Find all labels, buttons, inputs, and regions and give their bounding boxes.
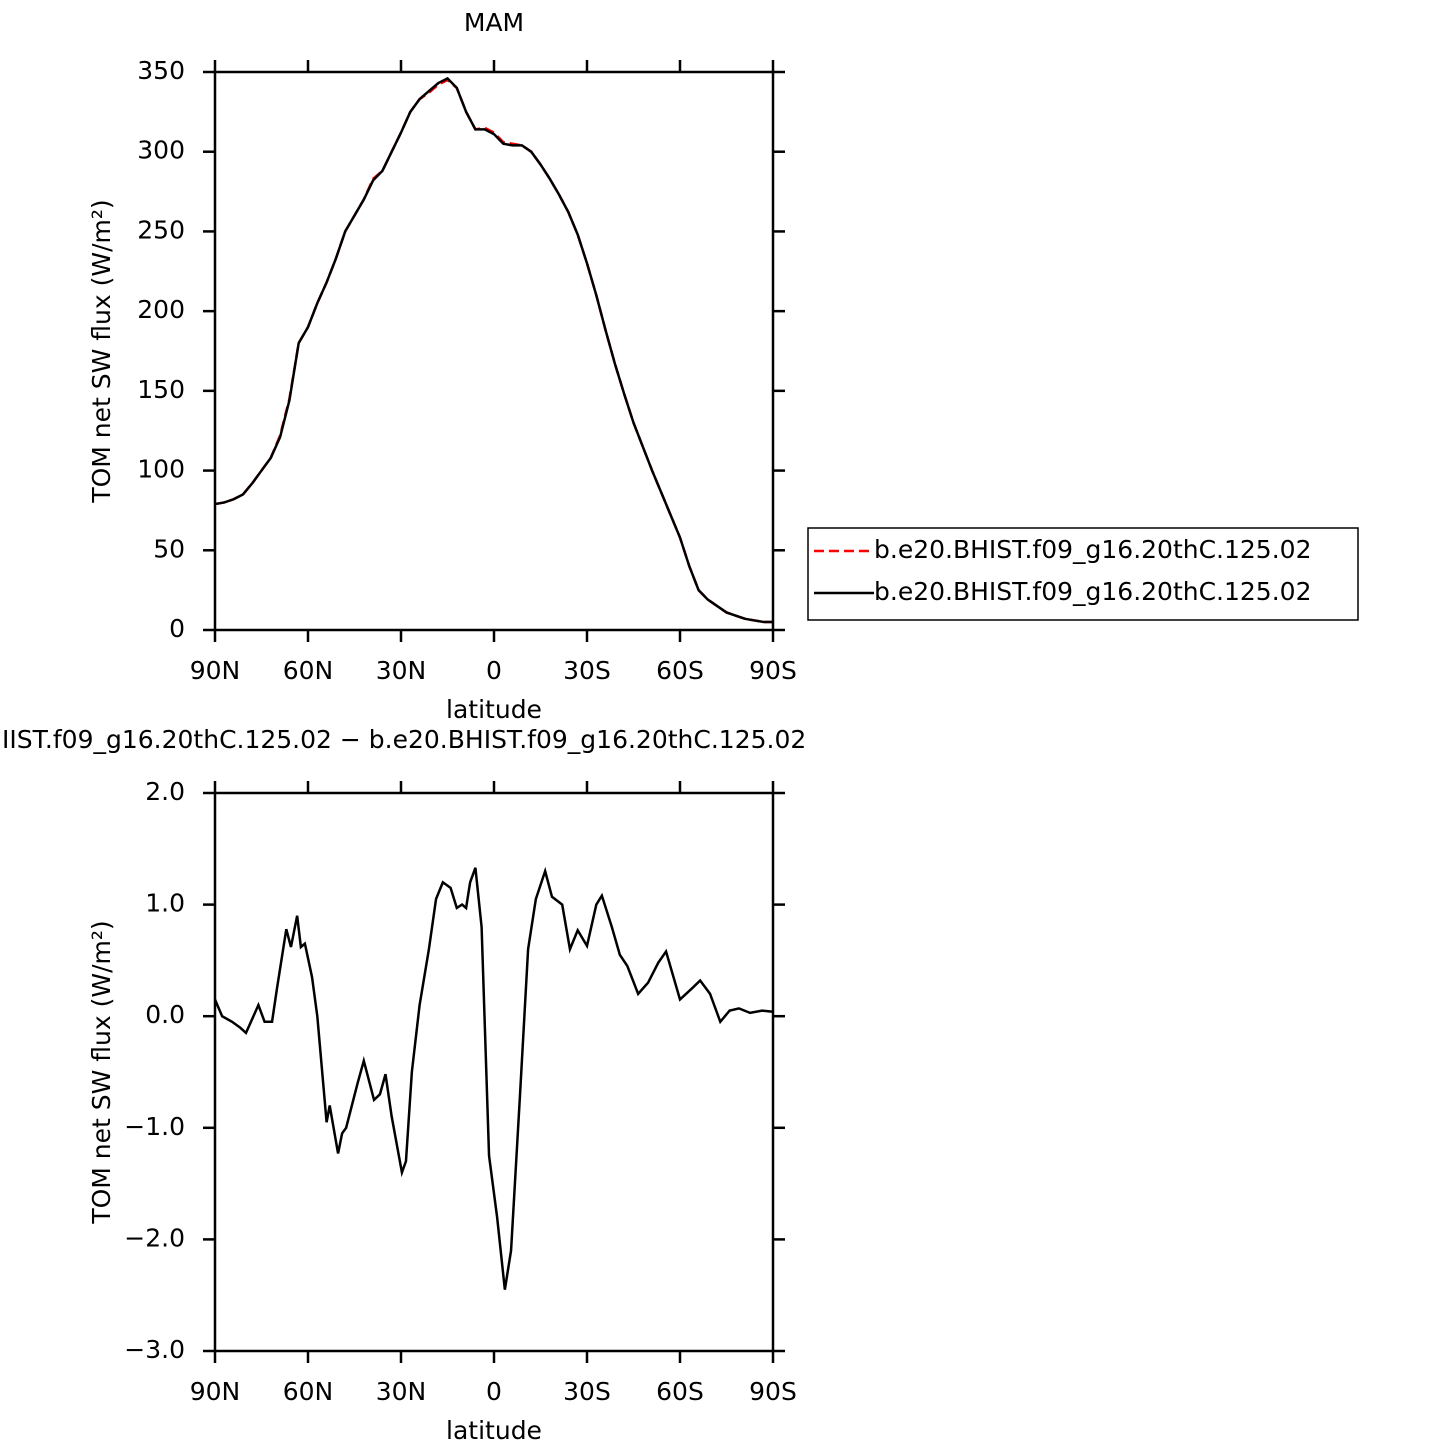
x-axis-label: latitude [446,1416,542,1445]
y-tick-label: −2.0 [124,1223,185,1252]
legend-label: b.e20.BHIST.f09_g16.20thC.125.02 [874,535,1311,564]
x-tick-label: 30N [376,1377,427,1406]
y-tick-label: 300 [137,136,185,165]
y-tick-label: −3.0 [124,1335,185,1364]
y-tick-label: 50 [153,534,185,563]
x-tick-label: 90S [749,656,797,685]
chart-title: IIST.f09_g16.20thC.125.02 − b.e20.BHIST.… [2,725,806,754]
legend-box [807,527,1359,621]
x-tick-label: 0 [486,1377,502,1406]
y-tick-label: 200 [137,295,185,324]
y-tick-label: 0 [169,614,185,643]
x-tick-label: 90S [749,1377,797,1406]
x-axis-label: latitude [446,695,542,724]
data-line [214,78,773,624]
x-tick-label: 0 [486,656,502,685]
x-tick-label: 90N [190,656,241,685]
y-axis-label: TOM net SW flux (W/m²) [87,920,116,1224]
y-tick-label: 150 [137,375,185,404]
y-tick-label: 250 [137,215,185,244]
x-tick-label: 60N [283,656,334,685]
x-tick-label: 30S [563,656,611,685]
y-tick-label: −1.0 [124,1112,185,1141]
x-tick-label: 60S [656,656,704,685]
x-tick-label: 30S [563,1377,611,1406]
y-tick-label: 100 [137,455,185,484]
x-tick-label: 90N [190,1377,241,1406]
x-tick-label: 60S [656,1377,704,1406]
data-line [214,76,773,624]
y-tick-label: 1.0 [145,889,185,918]
x-tick-label: 30N [376,656,427,685]
y-tick-label: 0.0 [145,1000,185,1029]
plot-frame [213,791,775,1353]
data-line [213,866,774,1290]
y-axis-label: TOM net SW flux (W/m²) [87,199,116,503]
legend-label: b.e20.BHIST.f09_g16.20thC.125.02 [874,577,1311,606]
y-tick-label: 350 [137,56,185,85]
plot-frame [213,70,775,632]
chart-title: MAM [464,8,524,37]
y-tick-label: 2.0 [145,777,185,806]
x-tick-label: 60N [283,1377,334,1406]
